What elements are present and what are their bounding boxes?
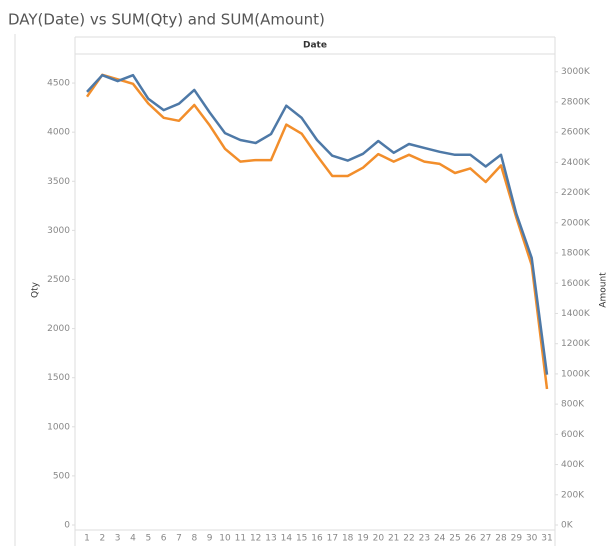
y2-tick-label: 3000K [561,67,591,77]
x-tick-label: 13 [265,534,276,544]
line-series [85,73,549,390]
y2-tick-label: 200K [561,490,585,500]
x-tick-label: 30 [526,534,538,544]
x-tick-label: 20 [373,534,385,544]
chart-title: DAY(Date) vs SUM(Qty) and SUM(Amount) [8,11,325,29]
x-axis-title: Date [303,41,327,51]
y2-tick-label: 1800K [561,249,591,259]
y-tick-label: 2500 [47,275,70,285]
x-tick-label: 28 [495,534,507,544]
x-tick-label: 24 [434,534,446,544]
x-tick-label: 10 [219,534,231,544]
x-tick-label: 1 [84,534,90,544]
y2-tick-label: 2400K [561,158,591,168]
y-tick-label: 4000 [47,128,70,138]
y2-tick-label: 800K [561,400,585,410]
x-tick-label: 27 [480,534,491,544]
x-tick-label: 15 [296,534,307,544]
x-tick-label: 25 [449,534,460,544]
x-tick-label: 3 [115,534,121,544]
x-tick-label: 11 [235,534,246,544]
x-tick-label: 23 [419,534,430,544]
y2-tick-label: 0K [561,521,574,531]
line-series [86,73,549,375]
y2-tick-label: 1000K [561,369,591,379]
x-tick-label: 2 [99,534,105,544]
y2-tick-label: 1200K [561,339,591,349]
y2-tick-label: 1400K [561,309,591,319]
x-tick-label: 7 [176,534,182,544]
y-tick-label: 3000 [47,226,70,236]
x-tick-label: 9 [207,534,213,544]
x-tick-label: 17 [327,534,338,544]
y-tick-label: 1500 [47,373,70,383]
y2-tick-label: 2600K [561,128,591,138]
x-tick-label: 6 [161,534,167,544]
y-tick-label: 2000 [47,324,70,334]
y-tick-label: 4500 [47,79,70,89]
x-tick-label: 14 [281,534,293,544]
y2-tick-label: 400K [561,460,585,470]
x-tick-label: 8 [191,534,197,544]
x-tick-label: 5 [145,534,151,544]
x-tick-label: 29 [511,534,523,544]
x-tick-label: 31 [541,534,552,544]
y2-tick-label: 600K [561,430,585,440]
x-tick-label: 16 [311,534,323,544]
y2-tick-label: 1600K [561,279,591,289]
x-tick-label: 21 [388,534,399,544]
y-tick-label: 500 [53,471,70,481]
x-tick-label: 26 [465,534,477,544]
y-tick-label: 1000 [47,422,70,432]
y2-tick-label: 2800K [561,97,591,107]
x-tick-label: 19 [357,534,369,544]
y2-tick-label: 2200K [561,188,591,198]
y-axis-title: Qty [31,281,41,298]
y2-tick-label: 2000K [561,218,591,228]
y-tick-label: 3500 [47,177,70,187]
x-tick-label: 18 [342,534,354,544]
x-tick-label: 4 [130,534,136,544]
x-tick-label: 12 [250,534,261,544]
y-tick-label: 0 [64,521,70,531]
y2-axis-title: Amount [599,272,609,308]
x-tick-label: 22 [403,534,414,544]
